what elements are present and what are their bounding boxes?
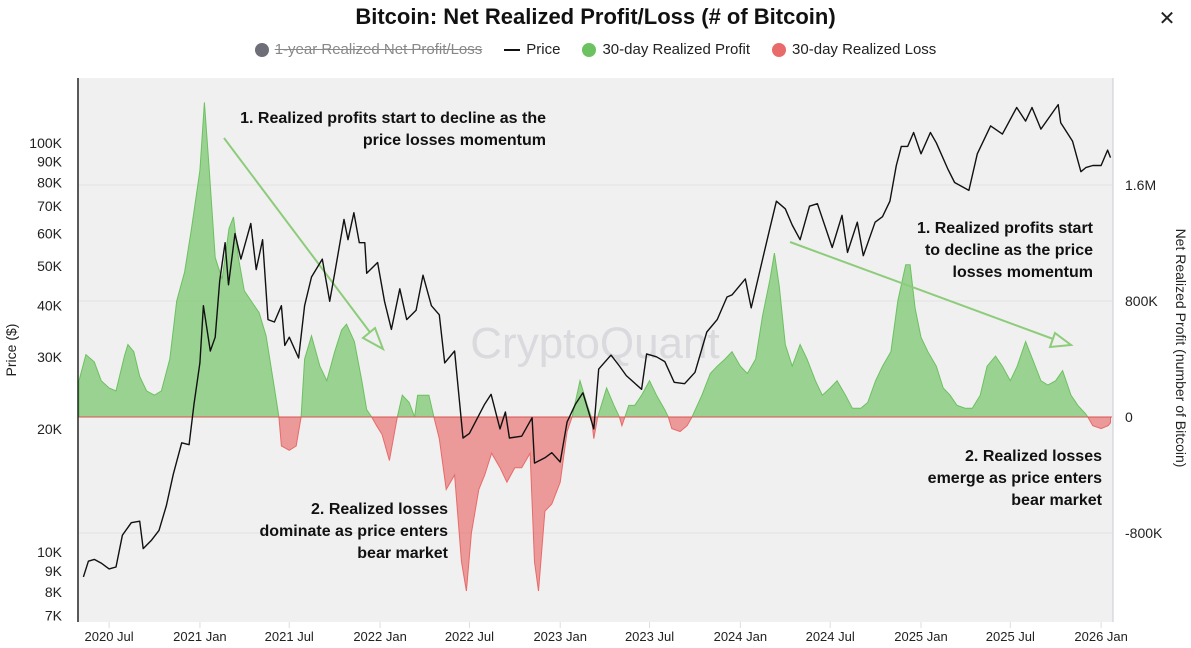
right-tick-label: -800K: [1125, 525, 1163, 541]
x-tick-label: 2025 Jan: [894, 629, 948, 644]
close-x-icon[interactable]: ✕: [1158, 8, 1176, 30]
x-tick-label: 2022 Jan: [353, 629, 407, 644]
legend-label: Price: [526, 41, 561, 58]
arrow-head-icon: [1048, 331, 1074, 349]
x-tick-label: 2024 Jul: [806, 629, 855, 644]
right-tick-label: 0: [1125, 409, 1133, 425]
x-tick-label: 2024 Jan: [714, 629, 768, 644]
left-tick-label: 30K: [37, 349, 63, 365]
x-tick-label: 2021 Jan: [173, 629, 227, 644]
legend-item-price[interactable]: Price: [504, 41, 560, 58]
profit-area: [78, 102, 1113, 418]
annotation-line: price losses momentum: [362, 132, 546, 149]
right-tick-label: 800K: [1125, 293, 1158, 309]
legend-item-1y-net[interactable]: 1-year Realized Net Profit/Loss: [254, 41, 483, 58]
left-tick-label: 80K: [37, 174, 63, 190]
legend-dot-icon: [254, 42, 269, 57]
x-tick-label: 2021 Jul: [265, 629, 314, 644]
legend-item-profit[interactable]: 30-day Realized Profit: [582, 41, 750, 58]
price-line: [82, 103, 1112, 578]
left-tick-label: 8K: [45, 584, 63, 600]
annotation-line: to decline as the price: [924, 242, 1093, 259]
annotation-line: bear market: [357, 545, 448, 562]
legend-dot-icon: [582, 42, 597, 57]
left-tick-label: 60K: [37, 226, 63, 242]
right-axis-title: Net Realized Profit (number of Bitcoin): [1173, 229, 1189, 468]
left-tick-label: 100K: [29, 135, 62, 151]
x-tick-label: 2020 Jul: [85, 629, 134, 644]
left-tick-label: 50K: [37, 258, 63, 274]
legend: 1-year Realized Net Profit/Loss Price 30…: [0, 41, 1191, 58]
left-tick-label: 90K: [37, 154, 63, 170]
annotation-line: 1. Realized profits start: [916, 220, 1093, 237]
annotation-line: losses momentum: [952, 264, 1093, 281]
annotation-line: bear market: [1011, 492, 1102, 509]
legend-dot-icon: [772, 42, 787, 57]
annotation-line: 2. Realized losses: [965, 448, 1102, 465]
annotation-line: dominate as price enters: [259, 523, 448, 540]
legend-item-loss[interactable]: 30-day Realized Loss: [772, 41, 936, 58]
left-tick-label: 40K: [37, 298, 63, 314]
x-tick-label: 2022 Jul: [445, 629, 494, 644]
loss-area: [78, 416, 1112, 592]
annotation-right-top: 1. Realized profits start to decline as …: [860, 218, 1093, 284]
chart-title: Bitcoin: Net Realized Profit/Loss (# of …: [355, 4, 836, 29]
left-tick-label: 20K: [37, 421, 63, 437]
annotation-line: emerge as price enters: [927, 470, 1102, 487]
left-tick-label: 9K: [45, 563, 63, 579]
legend-label: 30-day Realized Loss: [792, 41, 937, 58]
legend-label: 1-year Realized Net Profit/Loss: [274, 41, 483, 58]
annotation-line: 2. Realized losses: [311, 501, 448, 518]
annotation-arrow: [223, 137, 379, 344]
annotation-right-bottom: 2. Realized losses emerge as price enter…: [860, 446, 1102, 512]
x-tick-label: 2025 Jul: [986, 629, 1035, 644]
x-tick-label: 2023 Jan: [533, 629, 587, 644]
legend-line-icon: [504, 48, 521, 51]
x-tick-label: 2026 Jan: [1074, 629, 1128, 644]
watermark: CryptoQuant: [470, 319, 719, 368]
legend-label: 30-day Realized Profit: [602, 41, 751, 58]
annotation-line: 1. Realized profits start to decline as …: [240, 110, 546, 127]
annotation-left-top: 1. Realized profits start to decline as …: [200, 108, 546, 152]
left-tick-label: 10K: [37, 544, 63, 560]
annotation-left-bottom: 2. Realized losses dominate as price ent…: [200, 499, 448, 565]
x-tick-label: 2023 Jul: [625, 629, 674, 644]
left-tick-label: 7K: [45, 608, 63, 624]
arrow-head-icon: [361, 326, 385, 352]
left-tick-label: 70K: [37, 198, 63, 214]
left-axis-title: Price ($): [3, 324, 19, 377]
right-tick-label: 1.6M: [1125, 177, 1156, 193]
annotation-arrow: [789, 241, 1065, 344]
